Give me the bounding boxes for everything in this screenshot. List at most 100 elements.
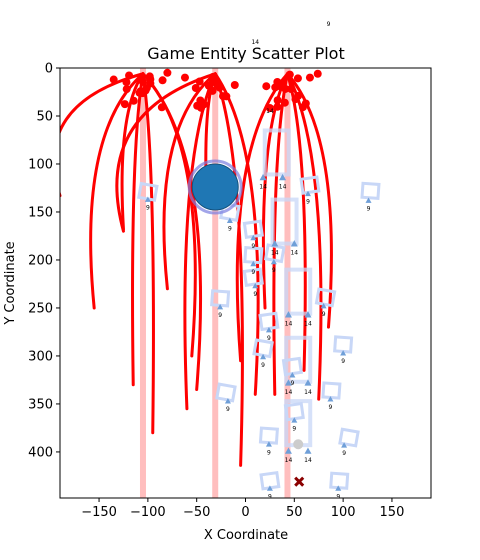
trail-7	[115, 72, 217, 233]
trail-9	[183, 72, 217, 411]
box-small-1	[299, 175, 321, 195]
marker-small-8	[217, 303, 224, 310]
marker-large-1	[279, 173, 287, 181]
y-tick-label-2: 100	[28, 157, 53, 172]
x-axis: −150 −100 −50 0 50 100 150	[81, 498, 404, 520]
x-tick-label-5: 100	[331, 505, 356, 520]
marker-small-3	[226, 217, 233, 224]
marker-small-17	[265, 441, 272, 447]
box-large-2	[284, 267, 313, 316]
emitter-2-dot-3	[293, 74, 302, 83]
emitter-2-dot-8	[285, 70, 294, 79]
marker-small-label-17: 9	[267, 449, 271, 456]
marker-small-label-0: 9	[146, 204, 150, 211]
emitter-2-dot-12	[273, 102, 282, 111]
emitter-0-dot-9	[141, 86, 150, 95]
y-tick-label-4: 200	[28, 253, 53, 268]
y-tick-label-7: 350	[28, 397, 53, 412]
emitter-1-dot-6	[200, 100, 209, 109]
marker-small-12	[260, 353, 267, 360]
emitter-1-dot-13	[219, 92, 228, 101]
emitter-1-dot-11	[209, 72, 218, 81]
trail-13	[235, 72, 289, 363]
emitter-stray-2	[180, 73, 189, 82]
y-tick-label-3: 150	[28, 205, 53, 220]
marker-small-5	[250, 260, 257, 267]
marker-small-1	[304, 190, 311, 197]
x-tick-label-4: 50	[286, 505, 303, 520]
box-large-1	[270, 197, 299, 246]
trail-0	[60, 72, 145, 198]
marker-small-label-18: 9	[342, 450, 346, 457]
marker-small-label-4: 9	[251, 243, 255, 250]
marker-small-label-16: 9	[292, 425, 296, 432]
box-small-18	[338, 427, 360, 448]
trail-layer	[60, 72, 333, 467]
box-small-15	[215, 382, 237, 403]
marker-small-label-15: 9	[226, 406, 230, 413]
x-axis-label: X Coordinate	[204, 528, 288, 543]
marker-large-label-1: 14	[279, 183, 287, 190]
marker-large-9	[304, 447, 312, 454]
trail-4	[141, 72, 155, 435]
y-tick-label-0: 0	[45, 62, 53, 77]
marker-small-extra-label-0: 9	[327, 21, 331, 28]
marker-small-label-8: 9	[218, 312, 222, 319]
marker-small-9	[320, 303, 327, 309]
marker-large-label-7: 14	[304, 389, 312, 396]
emitter-2-dot-4	[273, 96, 282, 105]
marker-large-label-9: 14	[304, 457, 312, 464]
marker-small-label-2: 9	[367, 205, 371, 212]
trail-1	[120, 72, 145, 231]
emitter-1-dot-5	[193, 101, 202, 110]
marker-small-18	[341, 442, 348, 448]
x-tick-label-0: −150	[81, 505, 117, 520]
x-tick-label-1: −100	[130, 505, 166, 520]
marker-small-label-14: 9	[329, 404, 333, 411]
marker-small-15	[224, 398, 231, 404]
marker-small-label-20: 9	[336, 493, 340, 500]
emitter-layer	[109, 68, 322, 112]
marker-small-label-7: 9	[253, 291, 257, 298]
beam-0	[139, 68, 146, 498]
marker-small-0	[144, 196, 151, 202]
emitter-2-dot-10	[271, 83, 280, 92]
emitter-0-dot-12	[122, 85, 131, 94]
marker-small-20	[335, 485, 342, 491]
marker-large-label-6: 14	[285, 389, 293, 396]
trail-17	[285, 72, 333, 329]
marker-large-5	[304, 311, 312, 318]
marker-large-label-2: 14	[271, 250, 279, 257]
box-small-9	[314, 287, 337, 308]
beam-1	[212, 68, 219, 498]
emitter-0-dot-1	[122, 78, 131, 87]
emitter-0-dot-14	[135, 88, 144, 97]
marker-large-2	[271, 240, 279, 247]
emitter-1-dot-8	[215, 83, 224, 92]
marker-small-label-10: 9	[267, 335, 271, 342]
emitter-0-dot-5	[129, 96, 138, 105]
box-small-12	[252, 338, 274, 359]
marker-small-label-3: 9	[228, 226, 232, 233]
box-small-4	[242, 219, 264, 239]
box-small-3	[219, 201, 241, 222]
box-small-10	[258, 311, 280, 332]
marker-small-14	[327, 396, 334, 402]
marker-small-label-12: 9	[261, 362, 265, 369]
box-small-2	[360, 181, 381, 200]
box-small-7	[242, 267, 264, 287]
y-tick-label-6: 300	[28, 349, 53, 364]
marker-large-label-4: 14	[285, 321, 293, 328]
marker-small-label-11: 9	[341, 358, 345, 365]
emitter-0-dot-3	[120, 100, 129, 109]
marker-small-10	[265, 327, 272, 333]
marker-large-6	[284, 379, 292, 386]
x-tick-label-3: 0	[241, 505, 249, 520]
x-tick-label-6: 150	[380, 505, 405, 520]
marker-small-2	[365, 197, 372, 203]
y-tick-label-1: 50	[36, 109, 53, 124]
emitter-0-dot-10	[125, 71, 134, 80]
marker-small-16	[291, 417, 298, 423]
marker-large-extra-label-0: 14	[251, 39, 259, 46]
